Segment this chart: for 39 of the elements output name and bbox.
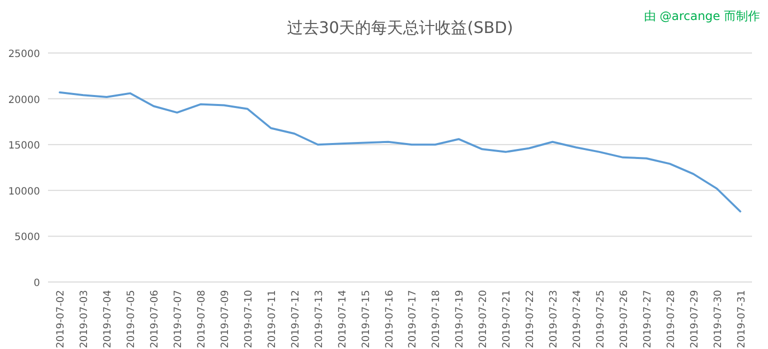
x-tick-label: 2019-07-11 <box>266 290 278 348</box>
y-tick-label: 15000 <box>8 140 40 152</box>
y-tick-label: 5000 <box>14 232 40 244</box>
x-tick-label: 2019-07-21 <box>502 290 513 348</box>
x-tick-label: 2019-07-29 <box>689 290 700 348</box>
x-tick-label: 2019-07-13 <box>314 290 325 348</box>
text: 由 @arcange 而制作 <box>644 9 760 23</box>
x-tick-label: 2019-07-14 <box>337 290 348 348</box>
x-tick-label: 2019-07-12 <box>290 290 302 348</box>
x-tick-label: 2019-07-06 <box>150 290 161 348</box>
x-tick-label: 2019-07-02 <box>56 290 67 348</box>
x-tick-label: 2019-07-15 <box>360 290 372 348</box>
x-tick-label: 2019-07-30 <box>712 290 724 348</box>
x-tick-label: 2019-07-09 <box>220 290 231 348</box>
x-tick-label: 2019-07-16 <box>384 290 396 348</box>
x-tick-label: 2019-07-18 <box>431 290 442 348</box>
x-tick-label: 2019-07-31 <box>736 290 748 348</box>
x-tick-label: 2019-07-08 <box>196 290 208 348</box>
y-tick-label: 20000 <box>8 94 40 106</box>
x-tick-label: 2019-07-07 <box>173 290 184 348</box>
x-tick-label: 2019-07-24 <box>572 290 583 348</box>
x-tick-label: 2019-07-22 <box>525 290 536 348</box>
y-tick-label: 10000 <box>8 186 40 198</box>
x-tick-label: 2019-07-10 <box>243 290 254 348</box>
x-tick-label: 2019-07-23 <box>548 290 560 348</box>
x-tick-label: 2019-07-25 <box>595 290 606 348</box>
x-tick-label: 2019-07-17 <box>408 290 419 348</box>
x-tick-label: 2019-07-04 <box>102 290 114 348</box>
x-tick-label: 2019-07-05 <box>126 290 138 348</box>
x-tick-label: 2019-07-03 <box>79 290 90 348</box>
x-tick-label: 2019-07-28 <box>666 290 677 348</box>
chart-title: 过去30天的每天总计收益(SBD) <box>286 18 514 37</box>
line-series <box>58 91 742 212</box>
y-tick-label: 25000 <box>8 49 40 60</box>
x-tick-label: 2019-07-26 <box>618 290 630 348</box>
x-tick-label: 2019-07-20 <box>478 290 490 348</box>
x-tick-label: 2019-07-27 <box>642 290 654 348</box>
x-tick-label: 2019-07-19 <box>454 290 466 348</box>
y-tick-label: 0 <box>34 278 40 289</box>
